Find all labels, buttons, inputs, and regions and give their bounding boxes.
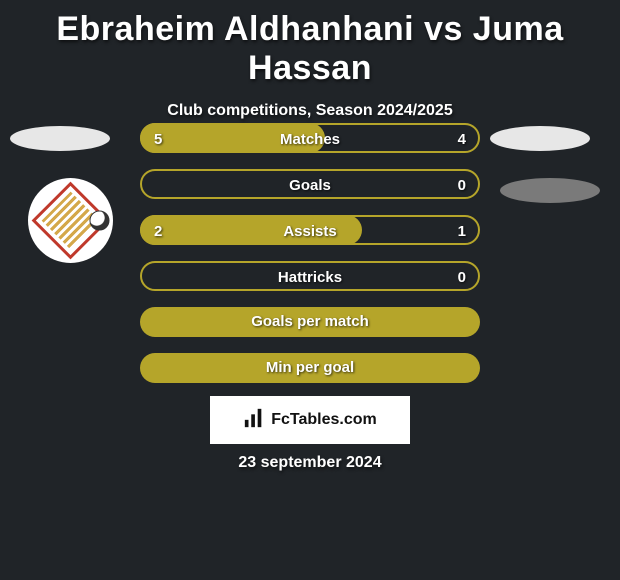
- stat-row: Hattricks0: [140, 261, 480, 291]
- club-badge-shape: [32, 182, 110, 260]
- stat-label: Matches: [142, 125, 478, 155]
- stat-right-value: 0: [458, 263, 466, 293]
- stat-right-value: 1: [458, 217, 466, 247]
- stat-label: Assists: [142, 217, 478, 247]
- stat-label: Goals per match: [140, 307, 480, 337]
- stat-label: Hattricks: [142, 263, 478, 293]
- player-right-disc-1: [490, 126, 590, 151]
- stat-right-value: 4: [458, 125, 466, 155]
- attribution-badge: FcTables.com: [210, 396, 410, 444]
- bars-icon: [243, 407, 265, 434]
- attribution-text: FcTables.com: [271, 411, 377, 429]
- stat-row: Goals per match: [140, 307, 480, 337]
- stat-left-value: 5: [154, 125, 162, 155]
- stat-right-value: 0: [458, 171, 466, 201]
- stat-label: Min per goal: [140, 353, 480, 383]
- page-subtitle: Club competitions, Season 2024/2025: [0, 102, 620, 120]
- player-right-disc-2: [500, 178, 600, 203]
- stat-row: Assists2 1: [140, 215, 480, 245]
- club-badge-left: [28, 178, 113, 263]
- page-title: Ebraheim Aldhanhani vs Juma Hassan: [0, 0, 620, 88]
- player-left-disc: [10, 126, 110, 151]
- stat-left-value: 2: [154, 217, 162, 247]
- stat-row: Matches5 4: [140, 123, 480, 153]
- stat-row: Goals0: [140, 169, 480, 199]
- footer-date: 23 september 2024: [0, 454, 620, 472]
- stat-label: Goals: [142, 171, 478, 201]
- comparison-card: Ebraheim Aldhanhani vs Juma Hassan Club …: [0, 0, 620, 580]
- stats-container: Matches54Goals0Assists21Hattricks0Goals …: [140, 123, 480, 399]
- soccer-ball-icon: [89, 211, 109, 231]
- stat-row: Min per goal: [140, 353, 480, 383]
